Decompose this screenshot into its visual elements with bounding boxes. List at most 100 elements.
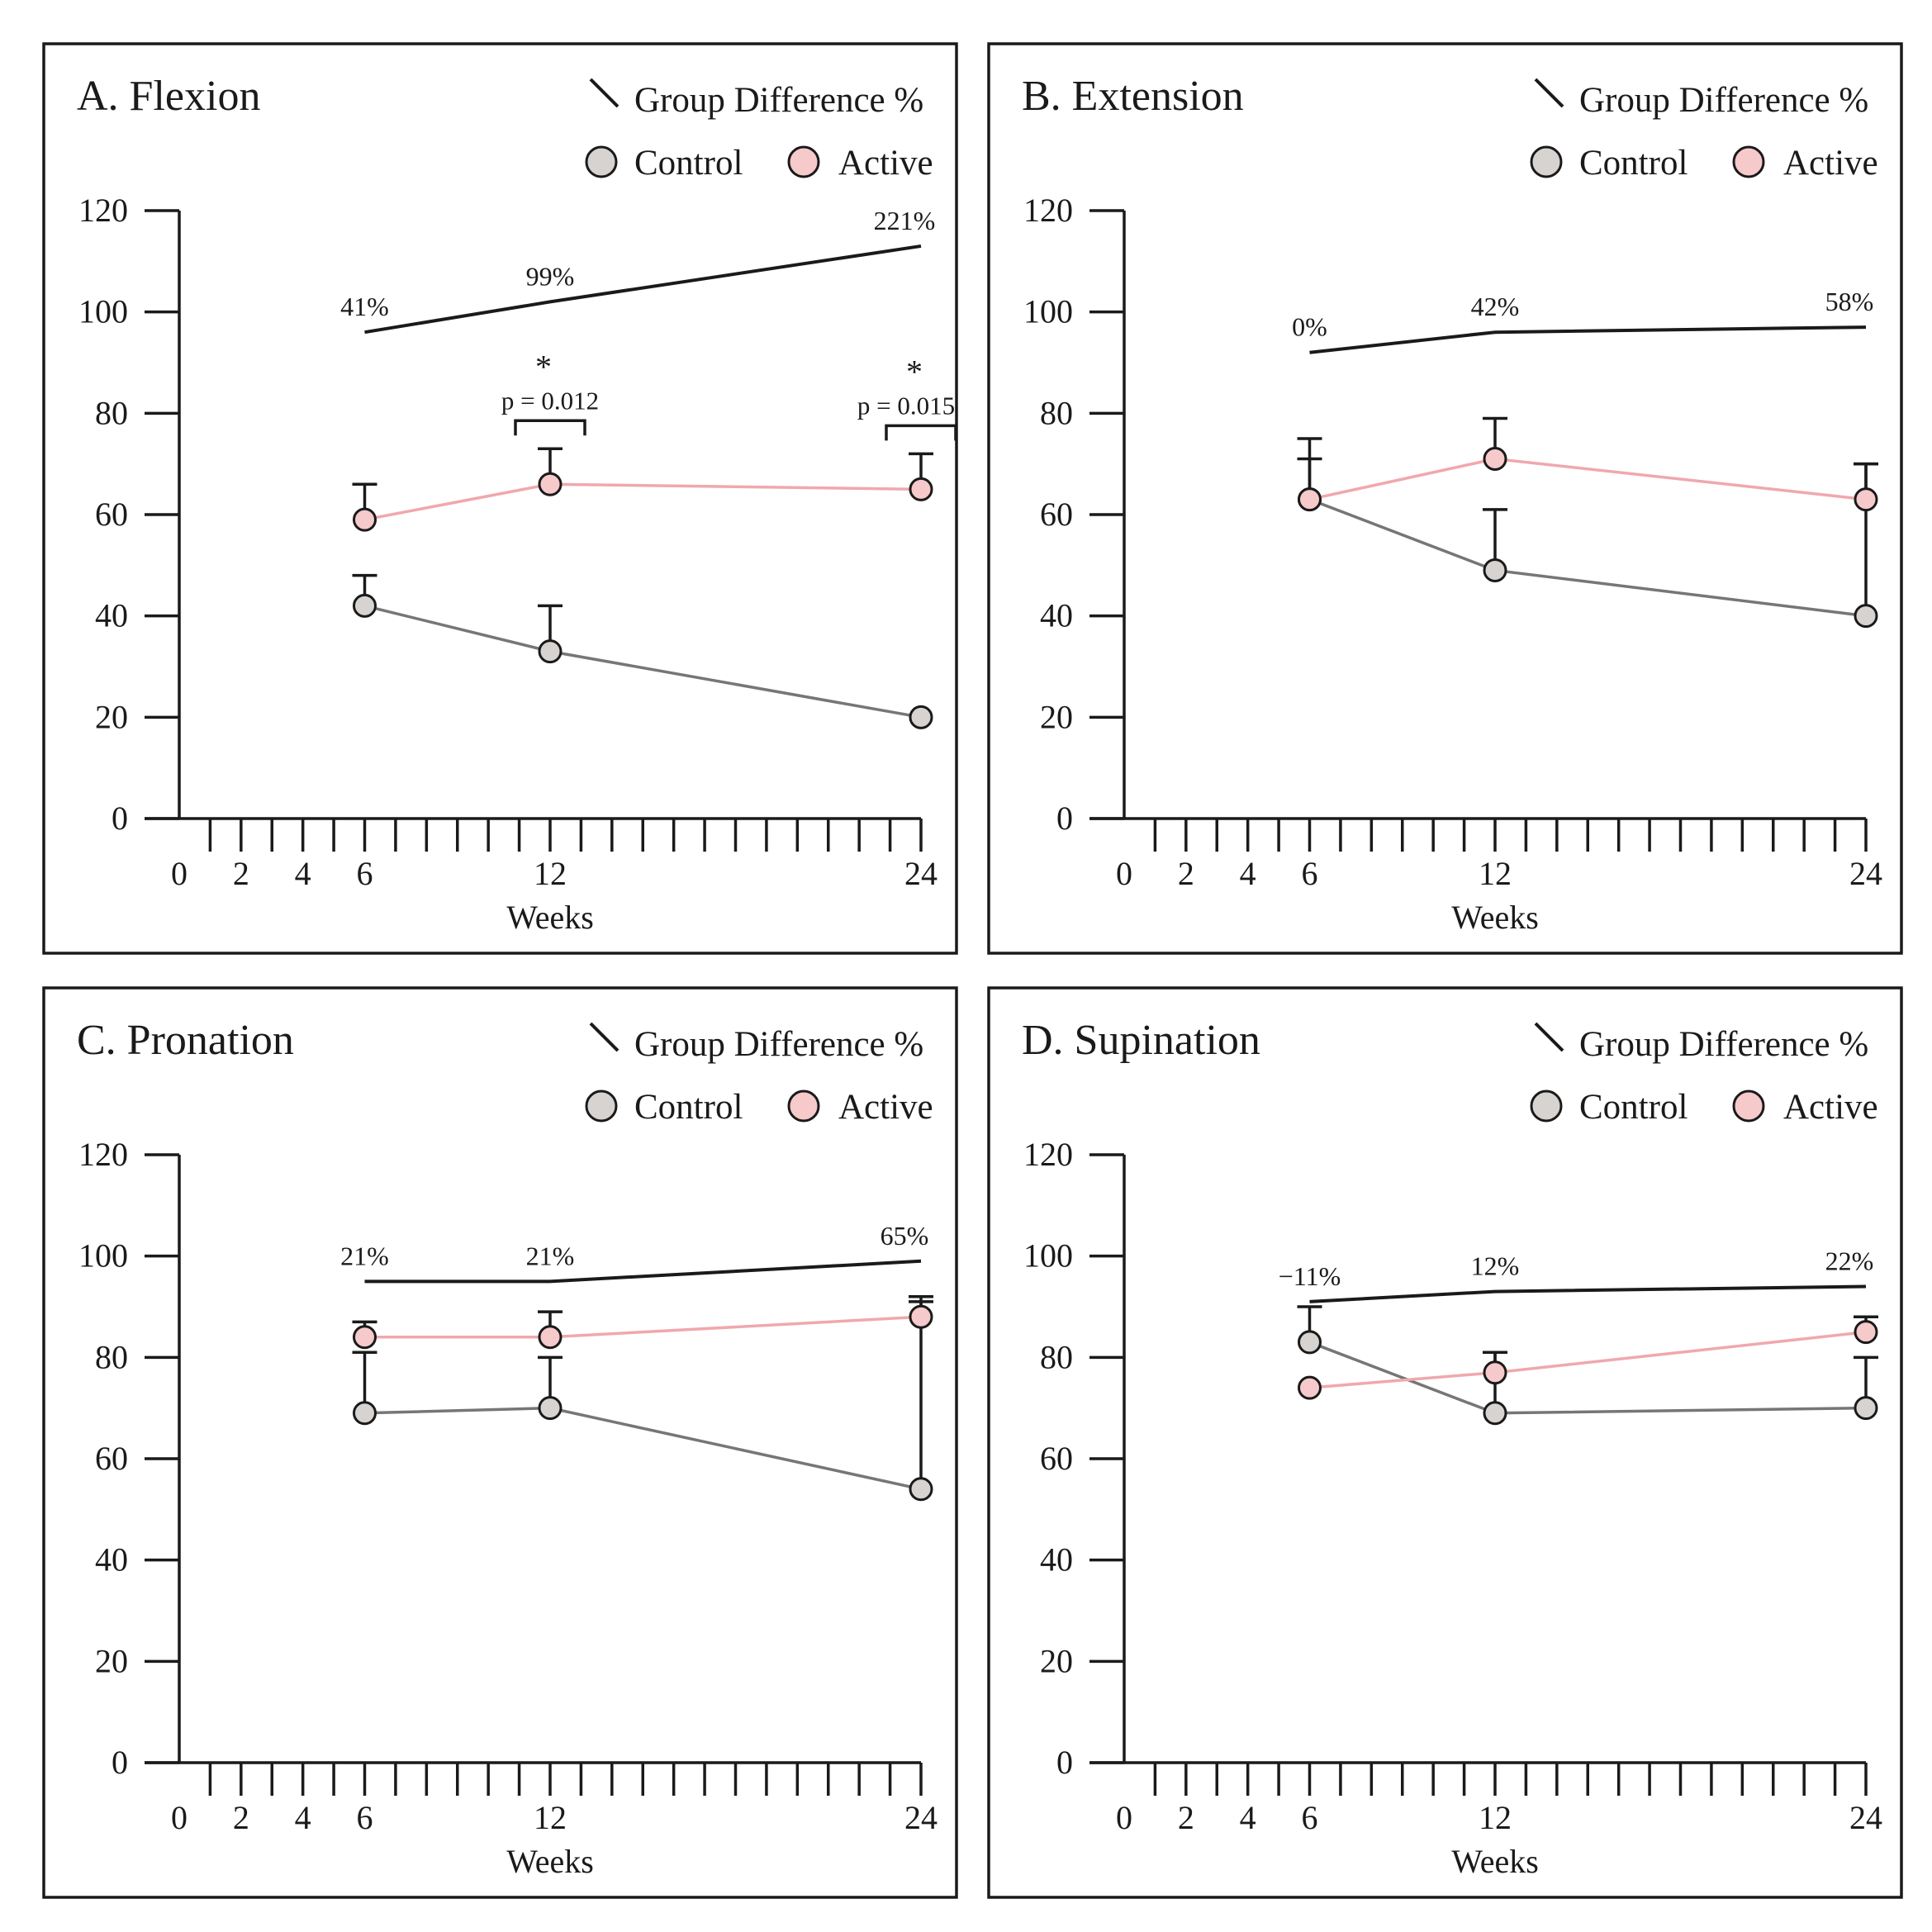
y-tick-label: 120: [1023, 192, 1073, 229]
legend-active-label: Active: [1783, 144, 1878, 183]
difference-label: 22%: [1825, 1246, 1874, 1275]
difference-label: 41%: [340, 292, 389, 321]
legend-control-label: Control: [634, 144, 743, 183]
active-point: [1854, 1320, 1878, 1345]
significance-bracket: [885, 424, 957, 441]
series-control: [352, 573, 933, 729]
group-difference: −11% 12% 22%: [1279, 1246, 1874, 1303]
control-line: [1308, 1341, 1867, 1415]
difference-label: 21%: [526, 1241, 575, 1270]
significance-star: *: [906, 353, 923, 390]
x-tick-label: 6: [1302, 1799, 1318, 1836]
difference-label: 12%: [1471, 1251, 1520, 1281]
panel-frame: [987, 42, 1903, 955]
p-value-label: p = 0.015: [857, 391, 955, 420]
active-point: [1483, 447, 1507, 472]
y-tick-label: 100: [78, 1237, 128, 1275]
y-tick-label: 20: [1040, 698, 1073, 735]
active-point: [353, 507, 377, 532]
group-difference: 41% 99% 221%: [340, 206, 935, 335]
significance-bracket: [514, 419, 586, 436]
x-tick-label: 4: [1240, 1799, 1256, 1836]
y-tick-label: 60: [95, 1440, 128, 1477]
legend-difference-label: Group Difference %: [1579, 1025, 1868, 1064]
y-tick-label: 60: [95, 496, 128, 533]
legend-control-label: Control: [634, 1088, 743, 1127]
panel-2: B. Extension Group Difference % Control Act…: [987, 42, 1903, 955]
legend: Group Difference % Control Active: [585, 78, 933, 183]
difference-label: −11%: [1279, 1261, 1341, 1291]
legend-active-label: Active: [838, 1088, 933, 1127]
y-tick-label: 100: [78, 293, 128, 330]
x-axis-label: Weeks: [506, 899, 594, 936]
series-active: [1297, 416, 1878, 512]
legend-difference-label: Group Difference %: [634, 81, 923, 120]
difference-label: 58%: [1825, 287, 1874, 316]
active-line: [1309, 457, 1867, 501]
series-active: [352, 1294, 933, 1350]
control-point: [353, 1401, 377, 1426]
x-tick-label: 12: [1479, 855, 1512, 892]
difference-line: [364, 244, 922, 335]
y-tick-label: 60: [1040, 1440, 1073, 1477]
y-tick-label: 80: [95, 394, 128, 431]
series-active: [352, 447, 933, 532]
active-point: [1298, 1375, 1322, 1400]
x-tick-label: 24: [904, 855, 938, 892]
active-point: [909, 477, 933, 501]
legend-active-marker: [787, 1089, 820, 1123]
chart-title: B. Extension: [1022, 73, 1244, 120]
legend-difference-label: Group Difference %: [634, 1025, 923, 1064]
y-tick-label: 80: [1040, 1338, 1073, 1375]
x-tick-label: 12: [1479, 1799, 1512, 1836]
legend-difference-swatch: [1534, 1022, 1564, 1052]
legend-control-label: Control: [1579, 1088, 1688, 1127]
difference-label: 99%: [526, 261, 575, 291]
active-point: [1483, 1360, 1507, 1385]
control-point: [909, 1477, 933, 1502]
control-point: [538, 639, 563, 664]
legend-active-marker: [1732, 1089, 1765, 1123]
p-value-label: p = 0.012: [501, 386, 599, 415]
control-point: [1483, 558, 1507, 582]
y-tick-label: 0: [1056, 800, 1073, 837]
y-tick-label: 40: [1040, 1541, 1073, 1578]
control-point: [1298, 1330, 1322, 1355]
x-tick-label: 2: [233, 1799, 249, 1836]
difference-line: [1309, 325, 1867, 354]
difference-label: 42%: [1471, 292, 1520, 321]
panel-frame: [987, 986, 1903, 1899]
legend-difference-swatch: [589, 1022, 619, 1052]
y-tick-label: 40: [1040, 597, 1073, 634]
x-axis-label: Weeks: [506, 1843, 594, 1880]
control-point: [909, 705, 933, 729]
legend: Group Difference % Control Active: [1530, 78, 1878, 183]
x-tick-label: 0: [171, 1799, 188, 1836]
panel-frame: [42, 986, 958, 1899]
difference-line: [364, 1259, 922, 1284]
y-tick-label: 20: [95, 698, 128, 735]
y-tick-label: 0: [1056, 1744, 1073, 1781]
y-tick-label: 0: [112, 800, 128, 837]
control-point: [1854, 1396, 1878, 1421]
y-tick-label: 120: [78, 192, 128, 229]
y-tick-label: 120: [1023, 1136, 1073, 1173]
legend-control-marker: [1530, 145, 1563, 178]
series-control: [1297, 1305, 1878, 1426]
x-tick-label: 2: [1178, 855, 1194, 892]
y-tick-label: 120: [78, 1136, 128, 1173]
legend-difference-swatch: [589, 78, 619, 108]
chart-title: D. Supination: [1022, 1017, 1260, 1064]
legend-active-marker: [1732, 145, 1765, 178]
legend-active-label: Active: [838, 144, 933, 183]
x-tick-label: 6: [1302, 855, 1318, 892]
active-point: [538, 472, 563, 496]
control-line: [364, 604, 922, 719]
control-point: [1854, 604, 1878, 629]
legend-control-marker: [585, 145, 618, 178]
x-tick-label: 2: [233, 855, 249, 892]
x-tick-label: 4: [295, 855, 311, 892]
active-line: [364, 1315, 922, 1339]
x-axis-label: Weeks: [1451, 1843, 1539, 1880]
